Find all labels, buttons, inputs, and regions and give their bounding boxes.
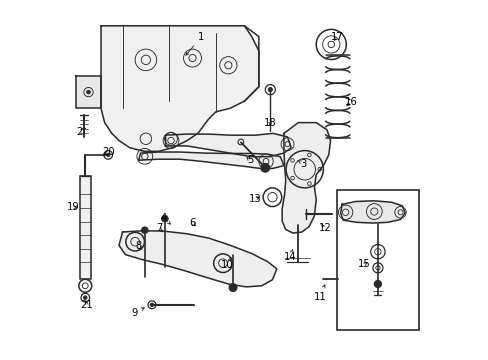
Circle shape bbox=[142, 227, 148, 233]
Text: 4: 4 bbox=[161, 213, 170, 224]
Text: 8: 8 bbox=[135, 241, 142, 251]
Polygon shape bbox=[101, 26, 258, 151]
Bar bbox=[336, 190, 418, 330]
Text: 2: 2 bbox=[76, 127, 85, 136]
Text: 5: 5 bbox=[246, 155, 253, 165]
Circle shape bbox=[267, 87, 272, 92]
Circle shape bbox=[228, 284, 237, 292]
Text: 6: 6 bbox=[189, 218, 195, 228]
Circle shape bbox=[86, 90, 90, 94]
Circle shape bbox=[261, 163, 269, 172]
Circle shape bbox=[162, 216, 168, 222]
Text: 15: 15 bbox=[358, 259, 370, 269]
Polygon shape bbox=[165, 134, 290, 157]
Circle shape bbox=[373, 280, 381, 288]
Text: 21: 21 bbox=[80, 300, 93, 310]
Polygon shape bbox=[76, 76, 101, 108]
Text: 16: 16 bbox=[345, 97, 357, 107]
Text: 1: 1 bbox=[185, 32, 204, 55]
Text: 7: 7 bbox=[156, 224, 162, 233]
Text: 3: 3 bbox=[297, 159, 306, 169]
Polygon shape bbox=[340, 201, 405, 223]
Text: 14: 14 bbox=[284, 249, 296, 262]
Text: 10: 10 bbox=[221, 257, 233, 270]
Text: 11: 11 bbox=[313, 285, 325, 302]
Bar bbox=[80, 176, 91, 279]
Text: 12: 12 bbox=[318, 224, 331, 233]
Polygon shape bbox=[119, 231, 276, 287]
Polygon shape bbox=[139, 152, 284, 168]
Circle shape bbox=[106, 153, 110, 157]
Circle shape bbox=[83, 296, 87, 300]
Polygon shape bbox=[282, 123, 330, 233]
Text: 19: 19 bbox=[66, 202, 79, 212]
Circle shape bbox=[150, 303, 153, 307]
Text: 17: 17 bbox=[330, 32, 343, 42]
Text: 20: 20 bbox=[102, 147, 114, 157]
Text: 18: 18 bbox=[264, 118, 276, 128]
Text: 9: 9 bbox=[131, 308, 144, 318]
Text: 13: 13 bbox=[248, 194, 261, 204]
